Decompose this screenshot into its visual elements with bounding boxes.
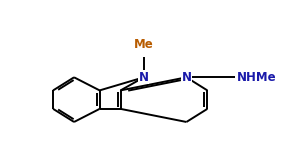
Text: N: N: [182, 71, 191, 84]
Text: NHMe: NHMe: [236, 71, 276, 84]
Text: Me: Me: [134, 38, 154, 52]
Text: N: N: [139, 71, 149, 84]
